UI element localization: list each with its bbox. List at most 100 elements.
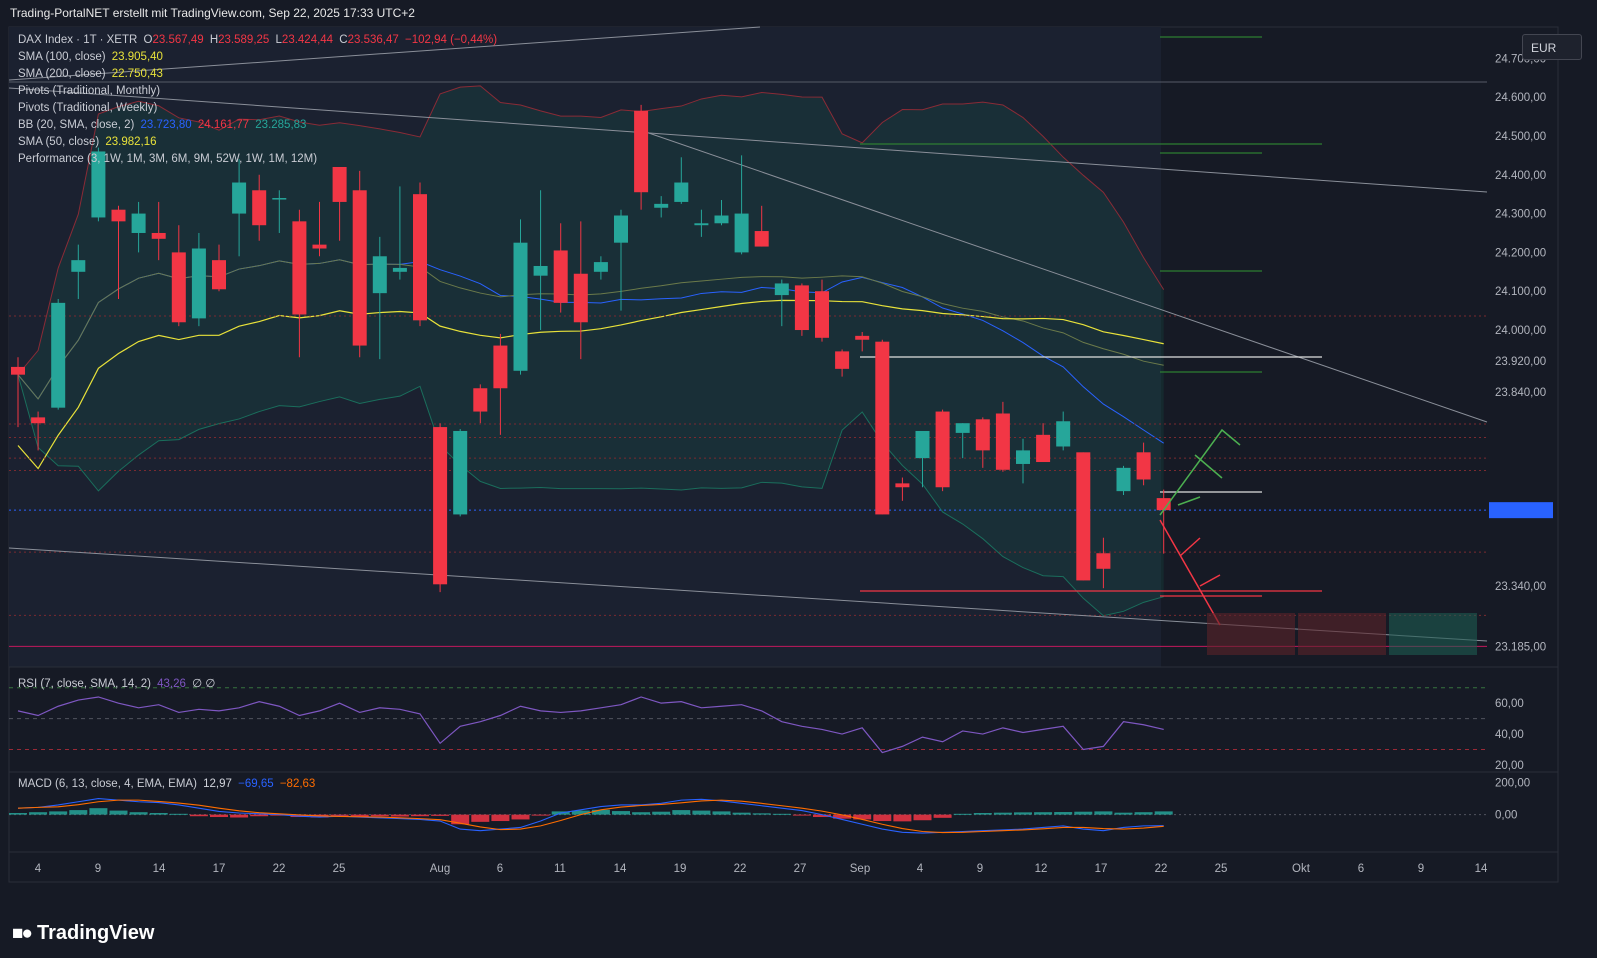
candle-body [51, 302, 66, 408]
legend-pivots-monthly-label: Pivots (Traditional, Monthly) [18, 85, 161, 97]
candle [553, 223, 568, 313]
candle-body [212, 260, 226, 290]
candle-body [151, 232, 166, 239]
candle-body [332, 166, 347, 202]
legend-h-label: H [209, 34, 219, 46]
macd-histogram-bar [451, 814, 470, 825]
legend-performance[interactable]: Performance (3, 1W, 1M, 3M, 6M, 9M, 52W,… [18, 153, 320, 165]
legend-pivots-monthly[interactable]: Pivots (Traditional, Monthly) [18, 85, 163, 97]
macd-histogram-bar [350, 814, 369, 817]
candle-body [614, 215, 628, 243]
macd-axis-tick: 200,00 [1495, 777, 1530, 789]
bb-upper-line [17, 85, 1165, 375]
last-price-label-bg [1489, 502, 1553, 519]
time-axis-tick: Okt [1292, 863, 1311, 875]
macd-histogram-bar [1154, 811, 1173, 815]
candle-body [1036, 434, 1051, 463]
price-axis-tick: 23.185,00 [1495, 641, 1546, 653]
bb-lower-line [17, 374, 1164, 617]
candle [312, 201, 327, 257]
legend-change: −102,94 (−0,44%) [404, 34, 498, 46]
candle [131, 201, 146, 253]
rsi-axis-tick: 60,00 [1495, 698, 1524, 710]
candle-body [835, 351, 850, 369]
candle-body [71, 260, 86, 272]
candle [1036, 423, 1051, 463]
legend-sma50[interactable]: SMA (50, close) 23.982,16 [18, 136, 160, 148]
macd-histogram-bar [189, 814, 208, 817]
macd-histogram-bar [1034, 812, 1053, 815]
candle [875, 339, 890, 515]
candle [71, 244, 86, 299]
candle-body [31, 417, 46, 424]
candle-body [654, 203, 669, 208]
candle [573, 221, 588, 360]
candle [493, 333, 508, 435]
scenario-arrow-down-3 [1199, 574, 1221, 587]
currency-button[interactable]: EUR [1522, 34, 1582, 60]
macd-histogram-bar [1094, 811, 1113, 815]
macd-histogram-bar [612, 811, 630, 815]
tradingview-brand-name: TradingView [36, 922, 155, 944]
candle-body [955, 423, 970, 433]
candle-body [875, 341, 890, 515]
legend-sma200[interactable]: SMA (200, close) 22.750,43 [18, 68, 166, 80]
candle [372, 236, 387, 360]
macd-histogram-bar [109, 810, 128, 815]
macd-histogram-bar [712, 811, 731, 815]
legend-sma200-value: 22.750,43 [111, 68, 163, 80]
legend-rsi[interactable]: RSI (7, close, SMA, 14, 2) 43,26 ∅ ∅ [18, 676, 218, 690]
candle [1156, 489, 1171, 554]
sma100-line [17, 259, 1164, 400]
time-axis-tick: 6 [497, 863, 503, 875]
candle-body [312, 244, 327, 249]
candle [91, 147, 106, 222]
candle-body [1136, 452, 1151, 480]
rsi-axis-tick: 20,00 [1495, 760, 1524, 772]
legend-main[interactable]: DAX Index · 1T · XETR O23.567,49 H23.589… [18, 34, 500, 46]
candle [955, 423, 970, 459]
candle [975, 417, 990, 468]
legend-macd-line-value: −69,65 [238, 778, 274, 790]
macd-histogram-bar [29, 812, 48, 815]
candle [191, 232, 206, 327]
candle [1116, 465, 1131, 496]
macd-histogram-bar [390, 814, 409, 817]
legend-sma100-value: 23.905,40 [111, 51, 163, 63]
macd-histogram-bar [833, 814, 852, 819]
macd-histogram-bar [89, 808, 108, 815]
time-axis-tick: Sep [850, 863, 870, 875]
legend-pivots-weekly[interactable]: Pivots (Traditional, Weekly) [18, 102, 160, 114]
macd-histogram-bar [49, 811, 68, 815]
legend-sma100[interactable]: SMA (100, close) 23.905,40 [18, 51, 166, 63]
rsi-axis-tick: 40,00 [1495, 729, 1524, 741]
candle [352, 170, 367, 358]
legend-symbol[interactable]: DAX Index · 1T · XETR [18, 34, 138, 46]
candle-body [392, 267, 407, 272]
time-axis-tick: 25 [333, 863, 346, 875]
candle [1076, 452, 1091, 581]
price-axis-tick: 23.340,00 [1495, 581, 1546, 593]
candle [915, 430, 930, 488]
macd-histogram-bar [129, 812, 148, 815]
legend-bb[interactable]: BB (20, SMA, close, 2) 23.723,80 24.161,… [18, 119, 309, 131]
macd-histogram-bar [411, 814, 429, 817]
candle-body [272, 198, 287, 200]
candle [272, 190, 287, 233]
macd-histogram-bar [652, 811, 671, 815]
candle-body [473, 388, 488, 412]
time-axis-tick: 11 [554, 863, 566, 875]
legend-macd[interactable]: MACD (6, 13, close, 4, EMA, EMA) 12,97 −… [18, 778, 318, 790]
legend-performance-label: Performance (3, 1W, 1M, 3M, 6M, 9M, 52W,… [18, 153, 318, 165]
candle [513, 219, 528, 375]
legend-o-label: O [143, 34, 153, 46]
legend-bb-basis: 23.723,80 [140, 119, 192, 131]
legend-l-label: L [275, 34, 282, 46]
trendline-top [8, 26, 761, 81]
scenario-arrow-down-2 [1179, 537, 1201, 557]
sma50-line [17, 299, 1164, 470]
candle-body [252, 190, 267, 226]
candle [151, 201, 166, 261]
candle-body [493, 345, 508, 389]
